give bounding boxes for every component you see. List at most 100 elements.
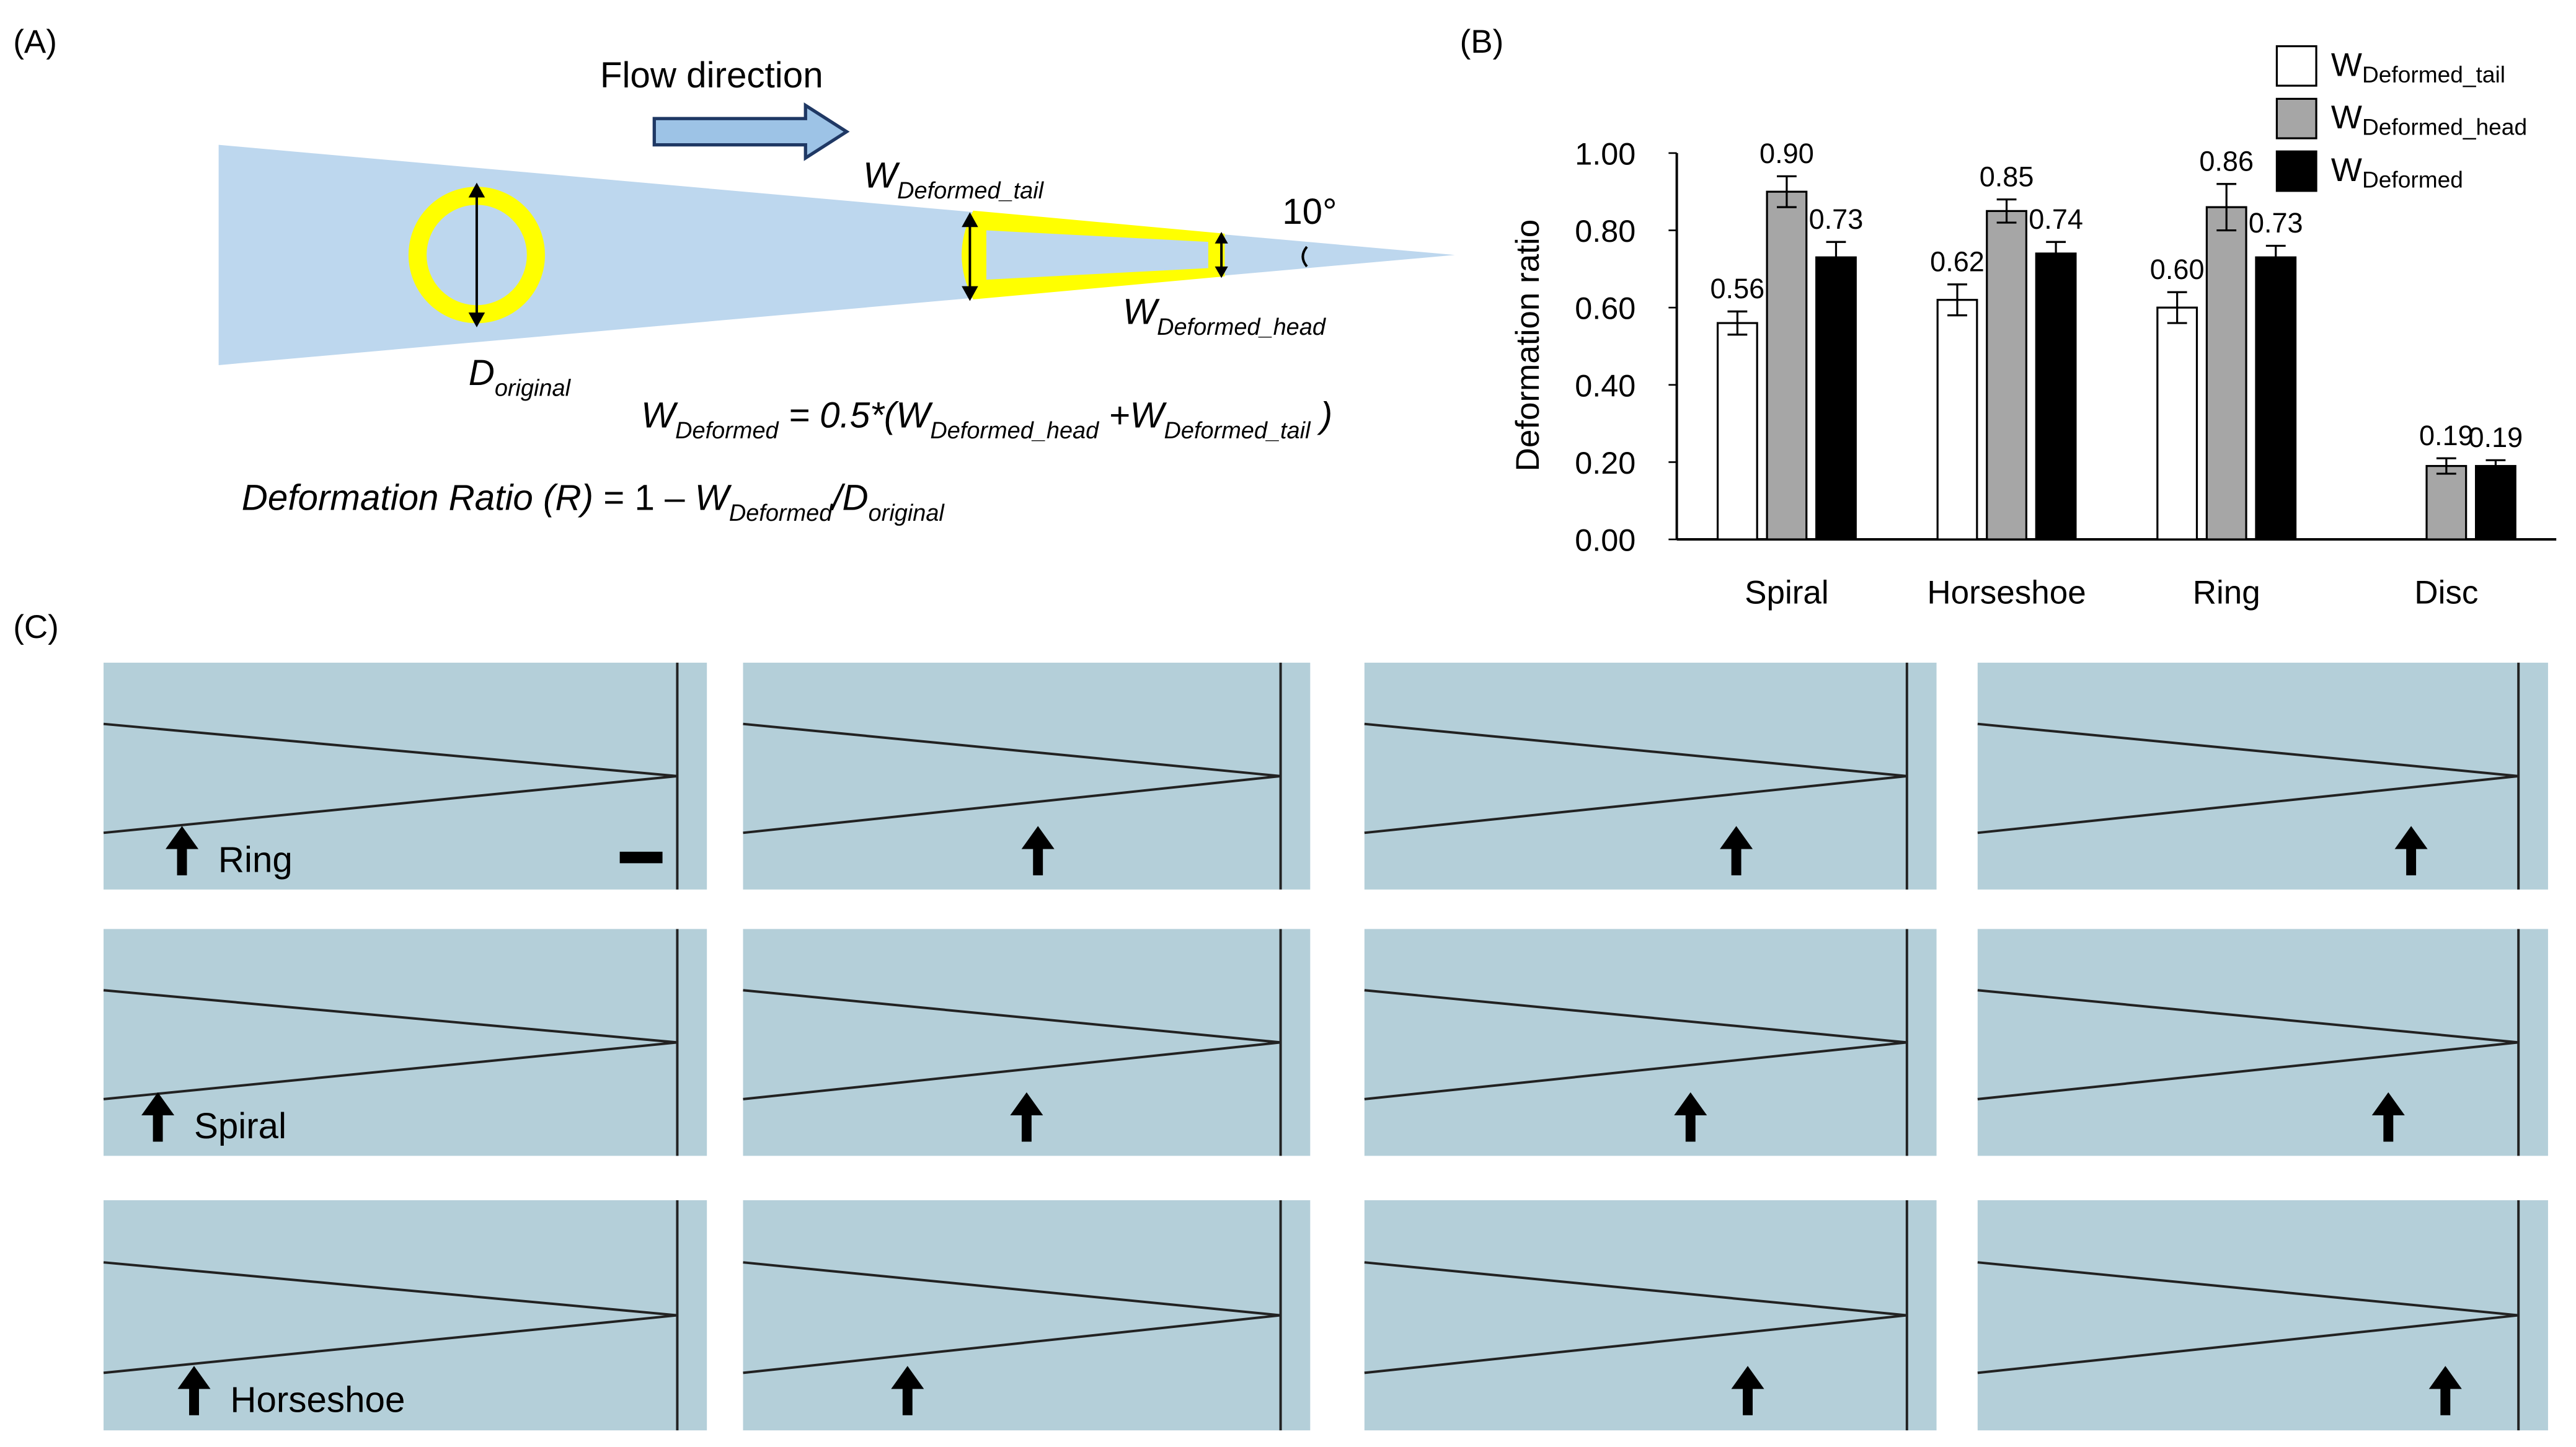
- flow-label: Flow direction: [600, 55, 823, 95]
- deformed-ring: [962, 210, 1225, 299]
- bar: [2205, 206, 2247, 541]
- micrograph: [1364, 662, 1937, 890]
- value-label: 0.19: [2469, 422, 2523, 453]
- channel-edge: [1364, 722, 1908, 777]
- legend-sub: Deformed_head: [2362, 114, 2527, 140]
- y-axis-label: Deformation ratio: [1510, 219, 1546, 472]
- text-segment: +W: [1099, 396, 1167, 436]
- micrograph: [743, 1200, 1311, 1431]
- flow-arrow: [652, 102, 850, 161]
- formula-text: WDeformed_head: [1123, 292, 1327, 341]
- channel-edge: [743, 722, 1281, 777]
- panel-label: (A): [13, 24, 57, 60]
- error-bar: [2216, 183, 2237, 232]
- formula-text: Deformation Ratio (R) = 1 – WDeformed/Do…: [242, 477, 945, 526]
- micrograph: [104, 1200, 707, 1431]
- legend-swatch: [2275, 45, 2317, 87]
- arrow: [2371, 1092, 2405, 1142]
- text-segment: = 1 –: [593, 477, 695, 518]
- text-segment: Deformed_tail: [1164, 418, 1312, 444]
- text-segment: /D: [830, 477, 868, 518]
- channel-edge: [743, 989, 1281, 1044]
- channel-edge: [1364, 774, 1908, 834]
- formula-text: WDeformed_tail: [863, 156, 1045, 205]
- error-bar: [2436, 457, 2456, 475]
- channel-edge: [1977, 1041, 2519, 1100]
- row-label: Horseshoe: [230, 1379, 405, 1420]
- bar: [1766, 190, 1808, 541]
- arrow: [1674, 1092, 1707, 1142]
- micrograph: [743, 662, 1311, 890]
- bar: [2425, 465, 2468, 541]
- arrow: [2394, 826, 2428, 875]
- error-bar: [1727, 310, 1748, 336]
- legend-sub: Deformed: [2362, 167, 2463, 193]
- micrograph: [1977, 662, 2548, 890]
- micrograph: [1977, 1200, 2548, 1431]
- bar: [2474, 465, 2516, 541]
- legend-label: WDeformed_tail: [2331, 46, 2505, 87]
- value-label: 0.73: [1809, 203, 1864, 235]
- arrow: [141, 1092, 175, 1142]
- channel-edge: [743, 1314, 1281, 1374]
- micrograph: [104, 662, 707, 890]
- arrow: [1720, 826, 1753, 875]
- error-bar: [2265, 244, 2286, 270]
- micrograph: [1364, 929, 1937, 1156]
- arrow: [166, 826, 199, 875]
- text-segment: Deformed_head: [1157, 314, 1327, 340]
- y-tick-label: 0.00: [1575, 523, 1635, 558]
- angle-label: 10°: [1282, 192, 1337, 232]
- y-tick-label: 0.80: [1575, 213, 1635, 249]
- legend-main: W: [2331, 152, 2362, 188]
- arrow: [1021, 826, 1055, 875]
- text-segment: Deformed_tail: [897, 178, 1045, 204]
- channel-edge: [103, 1041, 678, 1100]
- value-label: 0.74: [2029, 203, 2083, 235]
- panel-label: (B): [1460, 24, 1504, 60]
- text-segment: Deformed: [675, 418, 779, 444]
- channel-edge: [103, 722, 678, 777]
- channel-edge: [1977, 989, 2519, 1044]
- channel-edge: [1364, 989, 1908, 1044]
- text-segment: original: [869, 500, 945, 526]
- bar: [2255, 256, 2297, 541]
- text-segment: original: [495, 375, 572, 401]
- value-label: 0.60: [2150, 254, 2205, 285]
- arrow: [177, 1366, 211, 1415]
- micrograph: [104, 929, 707, 1156]
- legend-main: W: [2331, 46, 2362, 83]
- channel-edge: [743, 1041, 1281, 1100]
- x-tick-label: Horseshoe: [1927, 574, 2086, 611]
- y-tick-label: 1.00: [1575, 136, 1635, 171]
- error-bar: [1996, 198, 2017, 224]
- legend-sub: Deformed_tail: [2362, 61, 2505, 87]
- value-label: 0.56: [1711, 273, 1765, 304]
- x-tick-label: Spiral: [1745, 574, 1829, 611]
- channel-edge: [1977, 1314, 2519, 1374]
- arrow: [1010, 1092, 1043, 1142]
- error-bar: [2046, 241, 2066, 267]
- formula-text: WDeformed = 0.5*(WDeformed_head +WDeform…: [641, 396, 1332, 445]
- row-label: Spiral: [194, 1106, 286, 1146]
- value-label: 0.73: [2249, 207, 2303, 239]
- text-segment: ): [1311, 396, 1333, 436]
- micrograph: [1977, 929, 2548, 1156]
- value-label: 0.86: [2199, 146, 2254, 177]
- channel-edge: [1977, 774, 2519, 834]
- legend-label: WDeformed_head: [2331, 99, 2527, 140]
- value-label: 0.62: [1930, 246, 1985, 278]
- text-segment: D: [469, 353, 495, 393]
- channel-edge: [1364, 1261, 1908, 1317]
- scale-bar: [619, 851, 663, 864]
- y-tick-label: 0.60: [1575, 291, 1635, 326]
- error-bar: [2485, 459, 2506, 473]
- x-tick-label: Ring: [2193, 574, 2260, 611]
- arrow: [2428, 1366, 2462, 1415]
- y-tick-label: 0.20: [1575, 445, 1635, 480]
- channel-edge: [1364, 1041, 1908, 1100]
- legend-swatch: [2275, 150, 2317, 192]
- text-segment: W: [863, 156, 900, 196]
- bar: [2035, 252, 2077, 541]
- value-label: 0.19: [2419, 420, 2474, 451]
